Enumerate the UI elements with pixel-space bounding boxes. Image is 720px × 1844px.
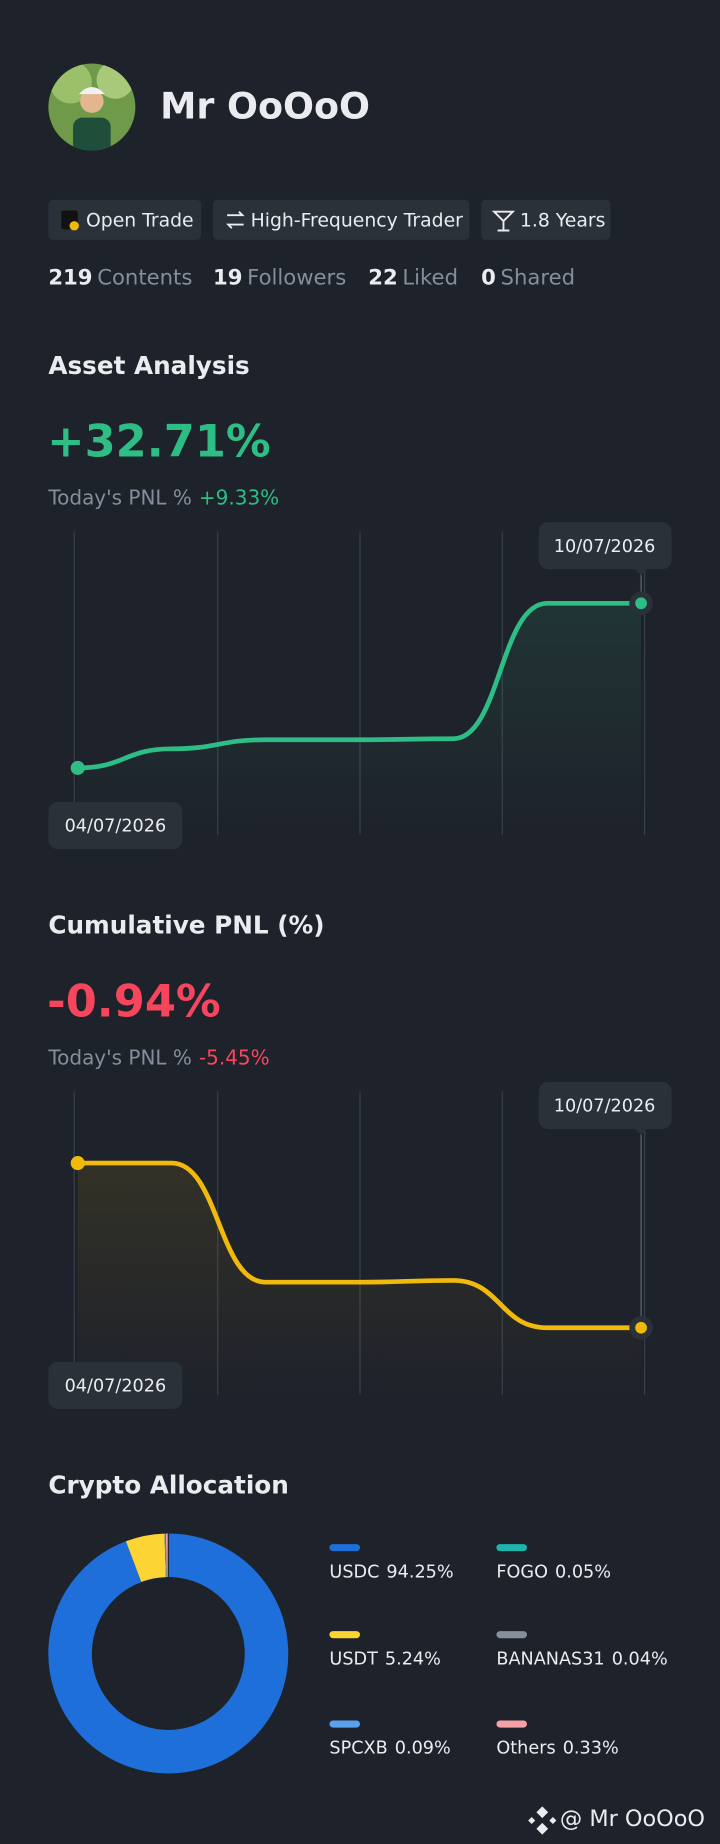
end-point	[635, 1321, 647, 1334]
section-title: Asset Analysis	[48, 351, 249, 380]
start-date: 04/07/2026	[65, 817, 167, 837]
legend-swatch	[496, 1544, 527, 1552]
date-box	[538, 1081, 672, 1129]
line	[75, 1160, 644, 1331]
tag: Open Trade	[86, 211, 194, 232]
date-box-pointer	[634, 1127, 649, 1135]
stat-count: 219	[48, 265, 92, 290]
stat-label: Followers	[247, 265, 346, 290]
legend-name: USDT	[329, 1649, 378, 1669]
headline-value: -0.94%	[47, 975, 221, 1027]
legend-entry: USDC 94.25%	[329, 1562, 453, 1582]
stat-label: Liked	[402, 265, 458, 290]
date-box	[538, 522, 672, 570]
legend-swatch	[496, 1631, 527, 1639]
stat-count: 22	[368, 265, 397, 290]
tag: High-Frequency Trader	[251, 211, 464, 232]
stat-count: 19	[213, 265, 242, 290]
start-date: 04/07/2026	[65, 1377, 167, 1397]
stat-label: Shared	[501, 265, 575, 290]
date-box	[48, 1361, 183, 1409]
section-title: Crypto Allocation	[48, 1470, 289, 1499]
tag-icon	[69, 221, 79, 231]
today-label: Today's PNL %	[47, 1045, 192, 1069]
donut-segment	[48, 1533, 289, 1774]
line-area	[77, 603, 642, 835]
legend-entry: BANANAS31 0.04%	[496, 1649, 667, 1669]
legend-value: 0.04%	[612, 1649, 668, 1669]
tag-chip	[48, 199, 202, 240]
stat: 22 Liked	[368, 265, 458, 290]
legend-value: 0.09%	[395, 1739, 451, 1759]
legend-value: 0.05%	[555, 1562, 611, 1582]
end-date: 10/07/2026	[554, 537, 656, 557]
end-point	[635, 597, 647, 610]
user-name: Mr OoOoO	[160, 85, 370, 128]
legend-name: USDC	[329, 1562, 379, 1582]
today-pnl: Today's PNL % -5.45%	[47, 1045, 269, 1069]
tag-chip	[481, 199, 611, 240]
legend-entry: Others 0.33%	[496, 1739, 618, 1759]
headline-value: +32.71%	[47, 416, 271, 468]
legend-swatch	[496, 1720, 527, 1728]
legend-entry: FOGO 0.05%	[496, 1562, 611, 1582]
end-date: 10/07/2026	[554, 1097, 656, 1117]
section-title: Cumulative PNL (%)	[48, 911, 324, 940]
start-point	[70, 760, 85, 775]
tag: 1.8 Years	[520, 211, 605, 232]
stat: 219 Contents	[48, 265, 192, 290]
legend-swatch	[329, 1720, 360, 1728]
legend-entry: SPCXB 0.09%	[329, 1739, 450, 1759]
line-area	[77, 1163, 642, 1395]
legend-value: 0.33%	[563, 1739, 619, 1759]
footer: @ Mr OoOoO	[528, 1806, 705, 1835]
today-value: +9.33%	[199, 485, 279, 509]
legend-swatch	[329, 1631, 360, 1639]
start-point	[70, 1156, 85, 1171]
stat-count: 0	[481, 265, 496, 290]
line	[75, 600, 644, 771]
legend-value: 5.24%	[385, 1649, 441, 1669]
today-value: -5.45%	[199, 1045, 270, 1069]
legend-entry: USDT 5.24%	[329, 1649, 440, 1669]
stat: 19 Followers	[213, 265, 346, 290]
legend-name: BANANAS31	[496, 1649, 604, 1669]
stat: 0 Shared	[481, 265, 575, 290]
date-box-pointer	[634, 568, 649, 576]
legend-name: FOGO	[496, 1562, 548, 1582]
legend-swatch	[329, 1544, 360, 1552]
tag-chip	[212, 199, 470, 240]
footer-handle: @ Mr OoOoO	[560, 1806, 705, 1832]
legend-name: SPCXB	[329, 1739, 387, 1759]
tag-icon	[226, 211, 245, 229]
tag-icon	[491, 210, 516, 232]
legend-name: Others	[496, 1739, 555, 1759]
date-box	[48, 802, 183, 850]
today-label: Today's PNL %	[47, 485, 192, 509]
donut-segment	[125, 1533, 167, 1583]
today-pnl: Today's PNL % +9.33%	[47, 485, 279, 509]
legend-value: 94.25%	[386, 1562, 453, 1582]
brand-logo	[528, 1806, 557, 1835]
stat-label: Contents	[97, 265, 192, 290]
